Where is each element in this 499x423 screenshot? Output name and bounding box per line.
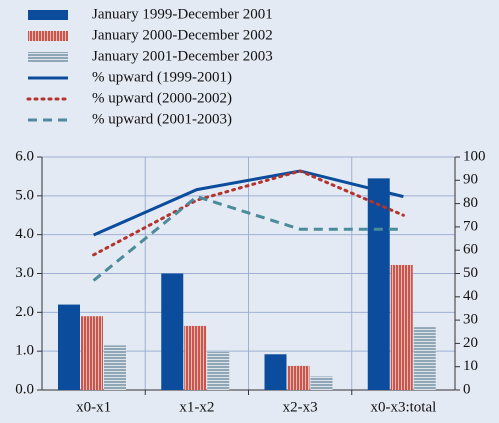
legend-label: % upward (2001-2003): [92, 111, 232, 127]
bar: [81, 316, 103, 390]
bar: [310, 376, 333, 390]
bar: [264, 354, 287, 390]
bar: [104, 345, 126, 390]
legend-label: % upward (1999-2001): [92, 69, 232, 85]
x-tick-label: x1-x2: [179, 399, 214, 415]
line: [92, 169, 405, 257]
y-tick-label: 4.0: [15, 226, 34, 242]
x-tick-label: x2-x3: [283, 399, 318, 415]
y-tick-label: 6.0: [15, 148, 34, 164]
bar: [367, 178, 390, 390]
legend-swatch: [28, 10, 68, 20]
legend-label: January 1999-December 2001: [92, 6, 273, 22]
legend-swatch: [28, 31, 68, 41]
bar: [161, 273, 184, 390]
y-tick-label: 5.0: [15, 187, 34, 203]
line: [92, 194, 404, 282]
bar: [413, 327, 436, 390]
bar: [58, 304, 80, 390]
bar: [287, 365, 310, 390]
line: [93, 169, 404, 237]
y-tick-label: 0.0: [15, 381, 34, 397]
legend-label: January 2001-December 2003: [92, 48, 273, 64]
bar: [207, 351, 230, 390]
y2-tick-label: 70: [463, 218, 478, 234]
y2-tick-label: 60: [463, 242, 478, 258]
bar: [184, 325, 207, 390]
legend-swatch: [28, 52, 68, 62]
y-tick-label: 1.0: [15, 343, 34, 359]
y2-tick-label: 20: [463, 335, 478, 351]
y-tick-label: 3.0: [15, 265, 34, 281]
x-tick-label: x0-x3:total: [370, 399, 436, 415]
bar: [390, 264, 413, 390]
y2-tick-label: 0: [463, 381, 471, 397]
y2-tick-label: 10: [463, 358, 478, 374]
y2-tick-label: 100: [463, 148, 486, 164]
legend-label: January 2000-December 2002: [92, 27, 273, 43]
y-tick-label: 2.0: [15, 304, 34, 320]
x-tick-label: x0-x1: [76, 399, 111, 415]
legend-label: % upward (2000-2002): [92, 90, 232, 106]
y2-tick-label: 90: [463, 172, 478, 188]
y2-tick-label: 50: [463, 265, 478, 281]
y2-tick-label: 30: [463, 312, 478, 328]
y2-tick-label: 40: [463, 288, 478, 304]
y2-tick-label: 80: [463, 195, 478, 211]
